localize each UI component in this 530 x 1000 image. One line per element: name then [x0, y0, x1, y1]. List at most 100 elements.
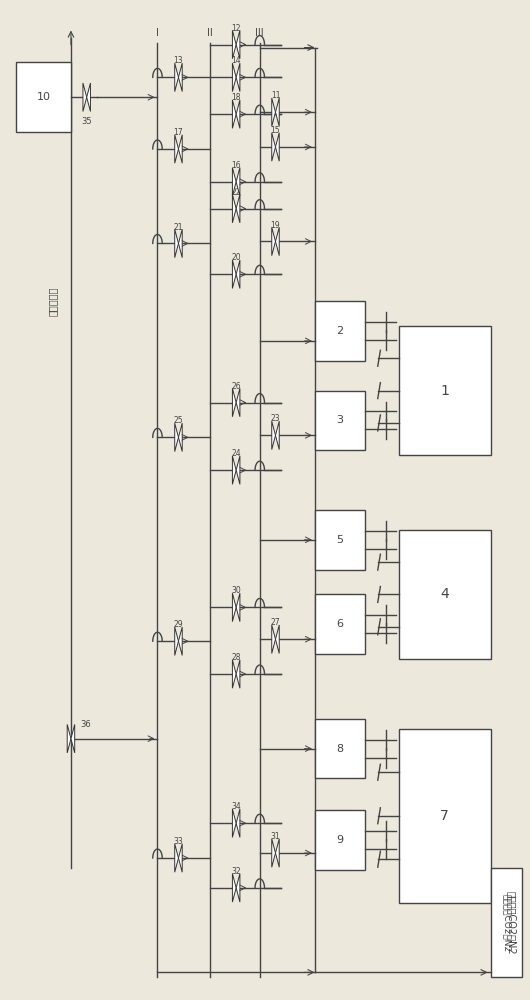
Text: 11: 11	[271, 91, 280, 100]
Polygon shape	[233, 63, 236, 92]
Polygon shape	[179, 63, 182, 92]
Bar	[315, 719, 365, 778]
Text: 压缩机来CO2或N2: 压缩机来CO2或N2	[507, 891, 517, 954]
Polygon shape	[236, 456, 240, 484]
Text: 34: 34	[231, 802, 241, 811]
Polygon shape	[236, 194, 240, 223]
Text: 29: 29	[174, 620, 183, 629]
Polygon shape	[233, 30, 236, 59]
Polygon shape	[179, 229, 182, 258]
Polygon shape	[276, 133, 279, 161]
Polygon shape	[233, 388, 236, 417]
Polygon shape	[175, 844, 179, 872]
Text: 19: 19	[271, 221, 280, 230]
Polygon shape	[179, 844, 182, 872]
Text: I: I	[156, 28, 159, 38]
Polygon shape	[179, 135, 182, 163]
Polygon shape	[236, 30, 240, 59]
Polygon shape	[87, 83, 91, 111]
Polygon shape	[175, 627, 179, 655]
Text: 35: 35	[82, 117, 92, 126]
Polygon shape	[236, 63, 240, 92]
Bar	[315, 810, 365, 870]
Polygon shape	[175, 423, 179, 452]
Text: 13: 13	[174, 56, 183, 65]
Polygon shape	[233, 874, 236, 902]
Text: 23: 23	[271, 414, 280, 423]
Polygon shape	[179, 423, 182, 452]
Polygon shape	[272, 839, 276, 867]
Polygon shape	[272, 421, 276, 450]
Text: 10: 10	[37, 92, 50, 102]
Bar	[399, 530, 490, 659]
Text: 32: 32	[231, 867, 241, 876]
Text: 17: 17	[174, 128, 183, 137]
Text: 去除尘放空: 去除尘放空	[48, 286, 58, 316]
Text: 20: 20	[231, 253, 241, 262]
Polygon shape	[236, 874, 240, 902]
Text: 9: 9	[336, 835, 343, 845]
Text: 28: 28	[232, 653, 241, 662]
Text: 21: 21	[174, 223, 183, 232]
Polygon shape	[236, 593, 240, 622]
Polygon shape	[175, 229, 179, 258]
Polygon shape	[236, 660, 240, 688]
Text: 36: 36	[81, 720, 91, 729]
Text: 7: 7	[440, 809, 449, 823]
Polygon shape	[233, 260, 236, 288]
Text: 5: 5	[336, 535, 343, 545]
Polygon shape	[175, 63, 179, 92]
Polygon shape	[272, 227, 276, 256]
Polygon shape	[67, 724, 71, 753]
Polygon shape	[276, 421, 279, 450]
Bar	[315, 594, 365, 654]
Bar	[490, 868, 522, 977]
Text: 16: 16	[231, 161, 241, 170]
Polygon shape	[272, 625, 276, 653]
Text: 26: 26	[231, 382, 241, 391]
Polygon shape	[233, 456, 236, 484]
Polygon shape	[233, 660, 236, 688]
Bar	[315, 510, 365, 570]
Polygon shape	[175, 135, 179, 163]
Polygon shape	[276, 839, 279, 867]
Polygon shape	[236, 168, 240, 196]
Polygon shape	[272, 98, 276, 126]
Bar	[399, 729, 490, 903]
Polygon shape	[236, 100, 240, 128]
Text: 25: 25	[174, 416, 183, 425]
Polygon shape	[276, 227, 279, 256]
Polygon shape	[236, 260, 240, 288]
Text: 4: 4	[440, 587, 449, 601]
Bar	[315, 391, 365, 450]
Text: 压缩机来CO2或N2: 压缩机来CO2或N2	[502, 894, 511, 952]
Bar	[399, 326, 490, 455]
Text: 8: 8	[336, 744, 343, 754]
Text: 1: 1	[440, 384, 449, 398]
Text: 2: 2	[336, 326, 343, 336]
Text: 12: 12	[232, 24, 241, 33]
Text: 15: 15	[271, 126, 280, 135]
Text: 30: 30	[231, 586, 241, 595]
Text: II: II	[207, 28, 213, 38]
Text: 24: 24	[231, 449, 241, 458]
Text: 6: 6	[336, 619, 343, 629]
Polygon shape	[233, 168, 236, 196]
Text: III: III	[255, 28, 264, 38]
Polygon shape	[71, 724, 75, 753]
Text: 27: 27	[271, 618, 280, 627]
Text: 22: 22	[232, 188, 241, 197]
Bar	[16, 62, 71, 132]
Polygon shape	[276, 98, 279, 126]
Polygon shape	[233, 194, 236, 223]
Polygon shape	[233, 100, 236, 128]
Polygon shape	[233, 809, 236, 837]
Polygon shape	[233, 593, 236, 622]
Polygon shape	[236, 388, 240, 417]
Text: 14: 14	[231, 56, 241, 65]
Polygon shape	[236, 809, 240, 837]
Bar	[315, 301, 365, 361]
Text: 33: 33	[174, 837, 183, 846]
Polygon shape	[272, 133, 276, 161]
Text: 31: 31	[271, 832, 280, 841]
